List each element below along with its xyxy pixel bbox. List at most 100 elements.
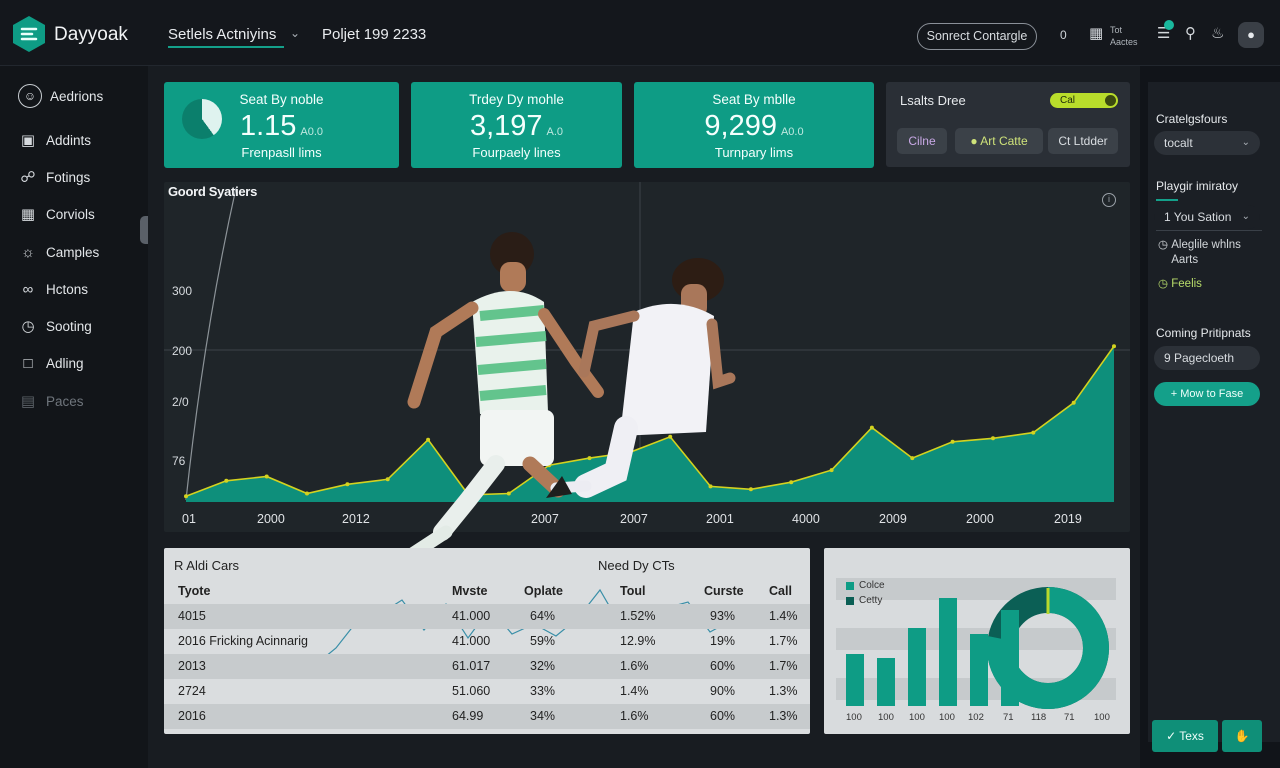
x-tick-label: 2000: [966, 512, 994, 526]
sidebar-item-camples[interactable]: ☼ Camples: [18, 240, 99, 264]
table-cell: 1.3%: [769, 709, 798, 723]
bar[interactable]: [939, 598, 957, 706]
chevron-down-icon: ⌄: [1241, 137, 1250, 148]
layers-icon: ▤: [20, 393, 36, 410]
connect-button[interactable]: Sonrect Contargle: [917, 23, 1037, 50]
table-row[interactable]: 2016 64.99 34% 1.6% 60% 1.3%: [164, 704, 810, 729]
data-point[interactable]: [587, 456, 592, 461]
info-icon[interactable]: i: [1102, 193, 1116, 207]
sidebar-item-label: Hctons: [46, 281, 89, 297]
sidebar-item-label: Fotings: [46, 169, 91, 185]
table-cell: 1.6%: [620, 709, 649, 723]
sidebar-item-hctons[interactable]: ∞ Hctons: [18, 277, 88, 301]
notification-dot: [1164, 20, 1174, 30]
sidebar-item-addints[interactable]: ▣ Addints: [18, 128, 91, 152]
building-icon[interactable]: ▦: [1089, 25, 1104, 42]
data-point[interactable]: [829, 468, 834, 473]
user-avatar-button[interactable]: ●: [1238, 22, 1264, 48]
x-tick-label: 2012: [342, 512, 370, 526]
chip-art-catte[interactable]: ● Art Catte: [955, 128, 1043, 154]
column-header[interactable]: Curste: [704, 584, 744, 598]
data-point[interactable]: [991, 436, 995, 441]
data-point[interactable]: [950, 439, 955, 444]
column-header[interactable]: Mvste: [452, 584, 488, 598]
bar-x-tick: 71: [1064, 712, 1075, 723]
bar-x-tick: 100: [939, 712, 955, 723]
data-point[interactable]: [1071, 400, 1076, 405]
right-list-item-label: Aleglile whlns Aarts: [1171, 239, 1241, 266]
kpi-card-1[interactable]: Seat By noble 1.15 A0.0 Frenpasll lims: [164, 82, 399, 168]
bar[interactable]: [908, 628, 926, 706]
data-point[interactable]: [910, 456, 915, 461]
participant-select[interactable]: 9 Pagecloeth: [1154, 346, 1260, 370]
data-point[interactable]: [748, 487, 753, 492]
bar[interactable]: [1001, 610, 1019, 706]
right-list-item[interactable]: ◷ Aleglile whlns Aarts: [1158, 238, 1261, 268]
app-name: Dayyoak: [54, 24, 128, 45]
table-row[interactable]: 2724 51.060 33% 1.4% 90% 1.3%: [164, 679, 810, 704]
bar-chart: [846, 587, 1109, 709]
data-point[interactable]: [184, 494, 188, 499]
sidebar-item-adling[interactable]: □ Adling: [18, 351, 84, 375]
toggle-switch[interactable]: Cal: [1050, 93, 1118, 108]
data-point[interactable]: [345, 482, 350, 487]
sidebar-item-fotings[interactable]: ☍ Fotings: [18, 165, 90, 189]
data-point[interactable]: [869, 425, 874, 430]
texts-button[interactable]: ✓ Texs: [1152, 720, 1218, 752]
right-list-item[interactable]: ◷ Feelis: [1158, 277, 1202, 292]
sidebar-item-label: Paces: [46, 393, 84, 409]
sidebar-item-sooting[interactable]: ◷ Sooting: [18, 314, 91, 338]
bar[interactable]: [846, 654, 864, 706]
right-section-title: Coming Pritipnats: [1156, 326, 1251, 340]
chip-cilne[interactable]: Cilne: [897, 128, 947, 154]
kpi-value-number: 1.15: [239, 110, 297, 142]
bell-icon[interactable]: ♨: [1211, 25, 1225, 42]
globe-icon: ☼: [21, 243, 35, 261]
toggle-knob: [1105, 95, 1116, 106]
hand-icon[interactable]: ✋: [1222, 720, 1262, 752]
search-icon[interactable]: ⚲: [1185, 25, 1196, 42]
data-point[interactable]: [668, 434, 673, 439]
legend-label: Cetty: [859, 595, 883, 606]
player-select[interactable]: 1 You Sation ⌄: [1154, 205, 1260, 229]
chip-ct-ltdder[interactable]: Ct Ltdder: [1048, 128, 1118, 154]
column-header[interactable]: Toul: [620, 584, 646, 598]
data-point[interactable]: [224, 478, 229, 483]
sidebar-item-corviols[interactable]: ▦ Corviols: [18, 202, 95, 226]
data-point[interactable]: [506, 491, 511, 496]
table-row[interactable]: 2013 61.017 32% 1.6% 60% 1.7%: [164, 654, 810, 679]
table-cell: 61.017: [452, 659, 491, 673]
small-label-line1: Tot: [1110, 25, 1123, 35]
sidebar-item-aedrions[interactable]: ☺ Aedrions: [18, 84, 103, 108]
bar[interactable]: [970, 634, 988, 706]
sidebar-collapse-handle[interactable]: [140, 216, 150, 244]
data-point[interactable]: [1031, 430, 1036, 435]
chevron-down-icon[interactable]: ⌄: [290, 26, 301, 40]
kpi-card-2[interactable]: Trdey Dy mohle 3,197 A.0 Fourpaely lines: [411, 82, 622, 168]
category-select[interactable]: tocalt ⌄: [1154, 131, 1260, 155]
bar[interactable]: [877, 658, 895, 706]
nav-select[interactable]: Setlels Actniyins: [168, 26, 284, 48]
kpi-card-3[interactable]: Seat By mblle 9,299 A0.0 Turnpary lims: [634, 82, 874, 168]
column-header[interactable]: Call: [769, 584, 792, 598]
sidebar-item-label: Adling: [46, 355, 84, 371]
legend-swatch: [846, 581, 854, 590]
column-header[interactable]: Oplate: [524, 584, 563, 598]
table-row[interactable]: 4015 41.000 64% 1.52% 93% 1.4%: [164, 604, 810, 629]
data-point[interactable]: [708, 484, 713, 489]
kpi-value-number: 3,197: [469, 110, 543, 142]
select-value: tocalt: [1164, 136, 1193, 150]
sidebar-item-paces[interactable]: ▤ Paces: [18, 389, 84, 413]
bar-x-tick: 100: [909, 712, 925, 723]
data-point[interactable]: [305, 491, 309, 496]
table-row[interactable]: 2016 Fricking Acinnarig 41.000 59% 12.9%…: [164, 629, 810, 654]
data-point[interactable]: [1112, 344, 1116, 349]
project-label[interactable]: Poljet 199 2233: [322, 26, 427, 43]
data-point[interactable]: [789, 480, 794, 485]
data-point[interactable]: [264, 474, 269, 479]
column-header[interactable]: Tyote: [178, 584, 211, 598]
data-point[interactable]: [385, 477, 390, 482]
add-action-button[interactable]: + Mow to Fase: [1154, 382, 1260, 406]
table-cell: 2013: [178, 659, 206, 673]
data-point[interactable]: [426, 437, 431, 442]
